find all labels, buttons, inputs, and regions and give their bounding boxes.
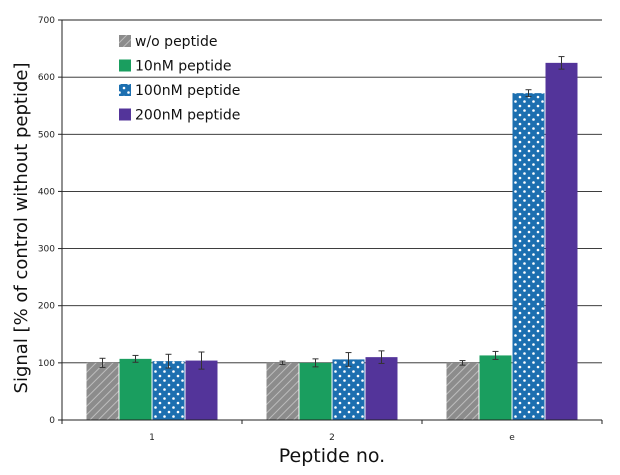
error-bar	[558, 56, 565, 70]
error-bar	[492, 350, 499, 360]
legend-item: 100nM peptide	[119, 83, 240, 99]
error-bar	[525, 89, 532, 98]
bar	[479, 355, 512, 420]
error-bar	[279, 360, 286, 366]
legend-label: w/o peptide	[135, 34, 217, 50]
bar	[512, 93, 545, 421]
legend-label: 100nM peptide	[135, 83, 240, 99]
bar	[446, 362, 479, 420]
error-bar	[312, 358, 319, 368]
bar	[332, 359, 365, 420]
error-bar	[198, 351, 205, 370]
legend-swatch	[119, 108, 131, 121]
y-tick-label: 700	[38, 16, 55, 26]
bar	[152, 361, 185, 420]
y-tick-label: 0	[49, 416, 55, 426]
legend-swatch	[119, 59, 131, 72]
y-tick-label: 100	[38, 359, 55, 369]
y-tick-label: 400	[38, 187, 55, 197]
y-tick-label: 600	[38, 73, 55, 83]
legend-item: w/o peptide	[119, 34, 217, 50]
bar	[545, 62, 578, 420]
legend-label: 10nM peptide	[135, 59, 231, 75]
x-tick-label: 1	[149, 433, 155, 443]
y-axis-label: Signal [% of control without peptide]	[11, 63, 32, 394]
bar	[86, 362, 119, 420]
bar	[299, 362, 332, 420]
bar	[365, 357, 398, 420]
error-bar	[99, 357, 106, 368]
y-tick-label: 200	[38, 302, 55, 312]
y-tick-label: 300	[38, 245, 55, 255]
axes: 0 100 200 300 400 500 600 700 1 2 e	[38, 16, 603, 443]
error-bar	[459, 360, 466, 366]
x-axis-label: Peptide no.	[279, 445, 385, 467]
y-tick-label: 500	[38, 130, 55, 140]
bar	[185, 360, 218, 420]
x-tick-label: e	[509, 433, 515, 443]
error-bar	[132, 354, 139, 363]
bar	[266, 362, 299, 420]
bars	[86, 62, 578, 421]
error-bar	[345, 352, 352, 367]
error-bars	[99, 56, 565, 370]
legend-swatch	[119, 84, 131, 96]
legend: w/o peptide 10nM peptide 100nM peptide 200n…	[119, 34, 240, 124]
x-tick-label: 2	[329, 433, 335, 443]
legend-swatch	[119, 35, 131, 47]
legend-label: 200nM peptide	[135, 108, 240, 124]
error-bar	[165, 353, 172, 369]
legend-item: 10nM peptide	[119, 59, 231, 75]
gridlines	[62, 19, 602, 364]
bar	[119, 358, 152, 420]
legend-item: 200nM peptide	[119, 108, 240, 124]
error-bar	[378, 350, 385, 364]
